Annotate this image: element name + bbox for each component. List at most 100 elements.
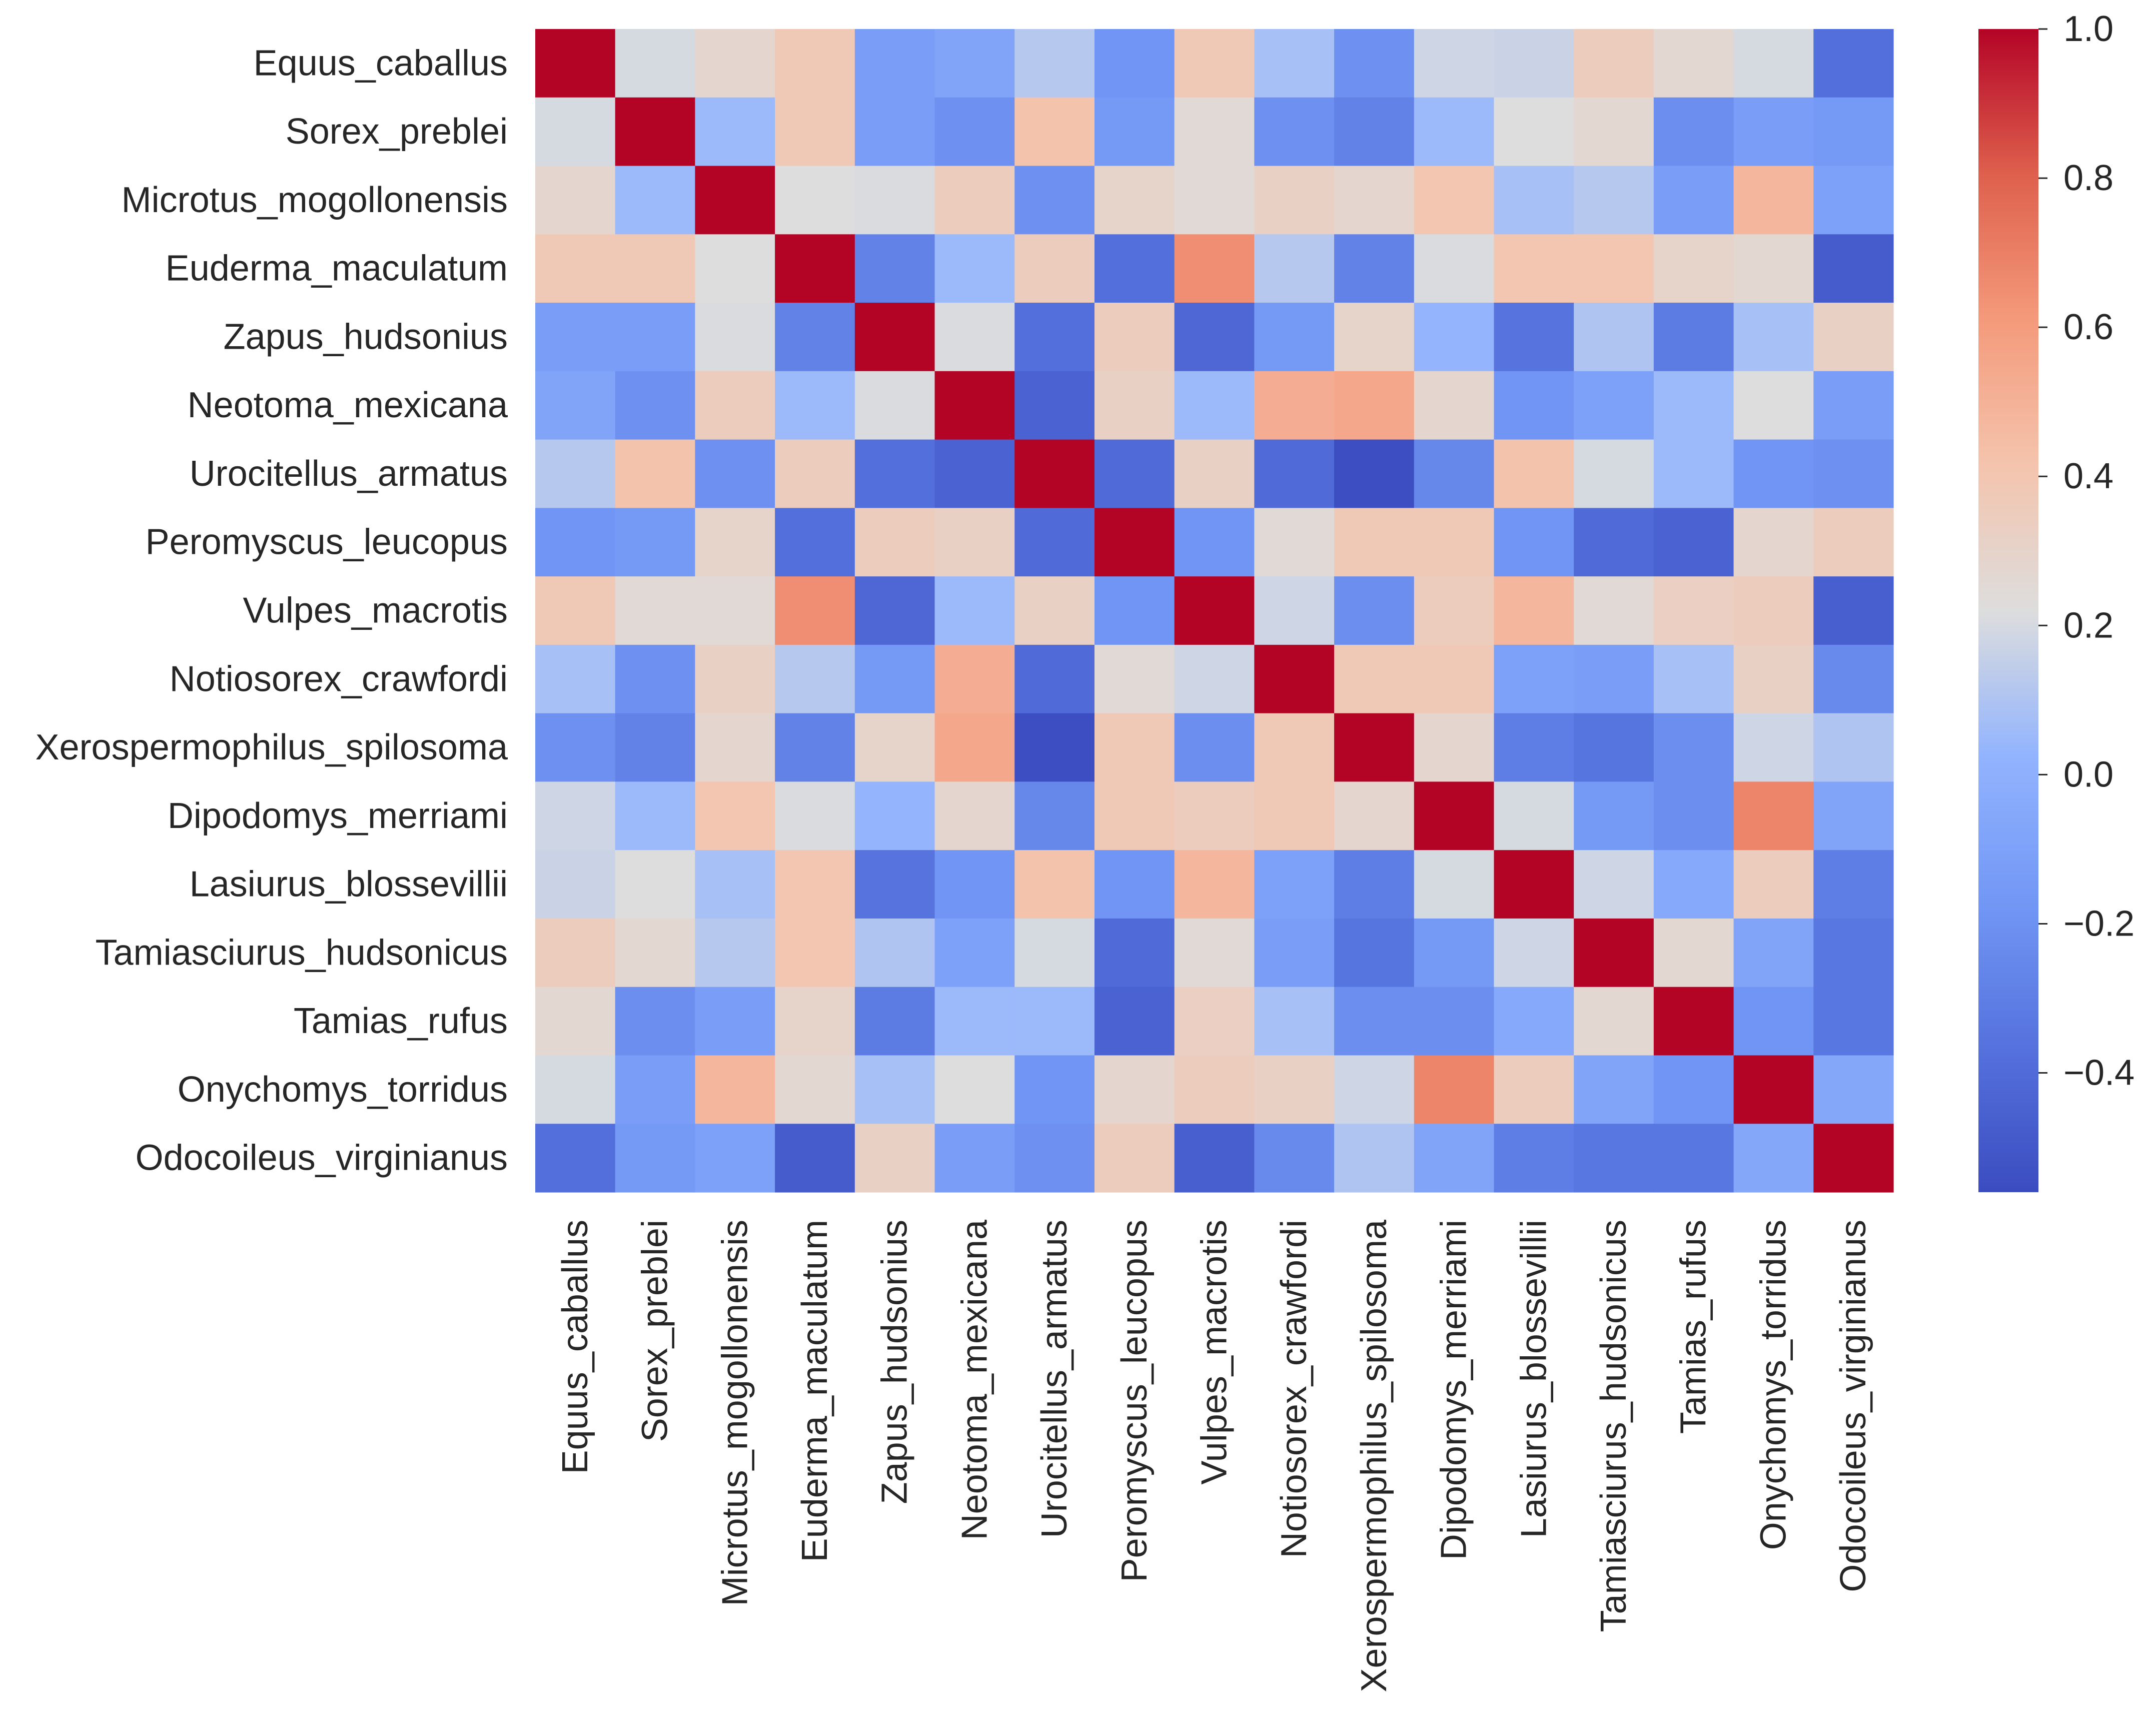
heatmap-cell-Dipodomys_merriami-Vulpes_macrotis xyxy=(1174,781,1255,850)
y-tick-label: Zapus_hudsonius xyxy=(224,317,508,357)
heatmap-cell-Microtus_mogollonensis-Xerospermophilus_spilosoma xyxy=(1334,166,1415,235)
heatmap-cell-Lasiurus_blossevillii-Dipodomys_merriami xyxy=(1414,850,1495,919)
heatmap-cell-Urocitellus_armatus-Tamiasciurus_hudsonicus xyxy=(1574,439,1654,508)
heatmap-cell-Xerospermophilus_spilosoma-Lasiurus_blossevillii xyxy=(1494,713,1574,782)
heatmap-cell-Zapus_hudsonius-Xerospermophilus_spilosoma xyxy=(1334,303,1415,372)
heatmap-cell-Neotoma_mexicana-Equus_caballus xyxy=(535,371,616,440)
heatmap-cell-Microtus_mogollonensis-Tamias_rufus xyxy=(1653,166,1734,235)
heatmap-cell-Urocitellus_armatus-Equus_caballus xyxy=(535,439,616,508)
colorbar-tick-label: −0.4 xyxy=(2063,1053,2134,1093)
heatmap-cell-Equus_caballus-Tamias_rufus xyxy=(1653,29,1734,98)
heatmap-cell-Tamiasciurus_hudsonicus-Xerospermophilus_spilosoma xyxy=(1334,918,1415,988)
heatmap-cell-Equus_caballus-Dipodomys_merriami xyxy=(1414,29,1495,98)
heatmap-cell-Odocoileus_virginianus-Odocoileus_virginianus xyxy=(1813,1124,1894,1193)
heatmap-cell-Notiosorex_crawfordi-Peromyscus_leucopus xyxy=(1094,644,1175,714)
colorbar-tick-label: 0.2 xyxy=(2063,605,2113,645)
heatmap-cell-Equus_caballus-Urocitellus_armatus xyxy=(1014,29,1095,98)
x-tick-label: Onychomys_torridus xyxy=(1753,1220,1793,1550)
heatmap-cell-Sorex_preblei-Urocitellus_armatus xyxy=(1014,97,1095,167)
heatmap-cell-Dipodomys_merriami-Onychomys_torridus xyxy=(1733,781,1814,850)
heatmap-cell-Sorex_preblei-Odocoileus_virginianus xyxy=(1813,97,1894,167)
heatmap-cell-Neotoma_mexicana-Euderma_maculatum xyxy=(775,371,855,440)
heatmap-cells xyxy=(535,29,1894,1193)
heatmap-cell-Urocitellus_armatus-Microtus_mogollonensis xyxy=(695,439,775,508)
heatmap-cell-Tamias_rufus-Dipodomys_merriami xyxy=(1414,987,1495,1056)
heatmap-cell-Odocoileus_virginianus-Tamiasciurus_hudsonicus xyxy=(1574,1124,1654,1193)
heatmap-cell-Tamiasciurus_hudsonicus-Dipodomys_merriami xyxy=(1414,918,1495,988)
heatmap-cell-Dipodomys_merriami-Tamiasciurus_hudsonicus xyxy=(1574,781,1654,850)
heatmap-cell-Tamias_rufus-Tamias_rufus xyxy=(1653,987,1734,1056)
heatmap-cell-Equus_caballus-Equus_caballus xyxy=(535,29,616,98)
heatmap-cell-Equus_caballus-Notiosorex_crawfordi xyxy=(1254,29,1335,98)
heatmap-cell-Xerospermophilus_spilosoma-Euderma_maculatum xyxy=(775,713,855,782)
heatmap-cell-Notiosorex_crawfordi-Onychomys_torridus xyxy=(1733,644,1814,714)
x-tick-label: Dipodomys_merriami xyxy=(1434,1220,1474,1560)
y-tick-label: Onychomys_torridus xyxy=(178,1070,508,1110)
heatmap-cell-Microtus_mogollonensis-Urocitellus_armatus xyxy=(1014,166,1095,235)
heatmap-cell-Notiosorex_crawfordi-Odocoileus_virginianus xyxy=(1813,644,1894,714)
heatmap-cell-Xerospermophilus_spilosoma-Onychomys_torridus xyxy=(1733,713,1814,782)
heatmap-cell-Peromyscus_leucopus-Euderma_maculatum xyxy=(775,508,855,577)
heatmap-cell-Zapus_hudsonius-Urocitellus_armatus xyxy=(1014,303,1095,372)
heatmap-cell-Urocitellus_armatus-Urocitellus_armatus xyxy=(1014,439,1095,508)
heatmap-cell-Vulpes_macrotis-Microtus_mogollonensis xyxy=(695,576,775,645)
heatmap-cell-Peromyscus_leucopus-Notiosorex_crawfordi xyxy=(1254,508,1335,577)
heatmap-cell-Euderma_maculatum-Tamias_rufus xyxy=(1653,234,1734,303)
heatmap-cell-Lasiurus_blossevillii-Microtus_mogollonensis xyxy=(695,850,775,919)
heatmap-cell-Odocoileus_virginianus-Euderma_maculatum xyxy=(775,1124,855,1193)
heatmap-cell-Dipodomys_merriami-Equus_caballus xyxy=(535,781,616,850)
heatmap-cell-Odocoileus_virginianus-Sorex_preblei xyxy=(615,1124,696,1193)
heatmap-cell-Tamiasciurus_hudsonicus-Zapus_hudsonius xyxy=(854,918,935,988)
y-tick-label: Lasiurus_blossevillii xyxy=(190,864,508,905)
heatmap-cell-Euderma_maculatum-Tamiasciurus_hudsonicus xyxy=(1574,234,1654,303)
heatmap-cell-Neotoma_mexicana-Xerospermophilus_spilosoma xyxy=(1334,371,1415,440)
x-tick-label: Xerospermophilus_spilosoma xyxy=(1354,1219,1394,1692)
heatmap-cell-Tamiasciurus_hudsonicus-Equus_caballus xyxy=(535,918,616,988)
heatmap-cell-Neotoma_mexicana-Microtus_mogollonensis xyxy=(695,371,775,440)
y-tick-label: Microtus_mogollonensis xyxy=(122,180,508,220)
heatmap-cell-Tamiasciurus_hudsonicus-Vulpes_macrotis xyxy=(1174,918,1255,988)
heatmap-cell-Sorex_preblei-Microtus_mogollonensis xyxy=(695,97,775,167)
heatmap-cell-Notiosorex_crawfordi-Neotoma_mexicana xyxy=(934,644,1015,714)
heatmap-cell-Sorex_preblei-Onychomys_torridus xyxy=(1733,97,1814,167)
heatmap-cell-Tamiasciurus_hudsonicus-Urocitellus_armatus xyxy=(1014,918,1095,988)
colorbar-gradient xyxy=(1978,29,2038,1192)
heatmap-cell-Onychomys_torridus-Sorex_preblei xyxy=(615,1055,696,1124)
heatmap-cell-Zapus_hudsonius-Peromyscus_leucopus xyxy=(1094,303,1175,372)
heatmap-cell-Dipodomys_merriami-Odocoileus_virginianus xyxy=(1813,781,1894,850)
y-tick-label: Tamias_rufus xyxy=(294,1001,508,1041)
heatmap-cell-Tamias_rufus-Equus_caballus xyxy=(535,987,616,1056)
heatmap-cell-Sorex_preblei-Dipodomys_merriami xyxy=(1414,97,1495,167)
heatmap-cell-Euderma_maculatum-Lasiurus_blossevillii xyxy=(1494,234,1574,303)
heatmap-cell-Urocitellus_armatus-Onychomys_torridus xyxy=(1733,439,1814,508)
heatmap-cell-Microtus_mogollonensis-Sorex_preblei xyxy=(615,166,696,235)
heatmap-cell-Urocitellus_armatus-Notiosorex_crawfordi xyxy=(1254,439,1335,508)
heatmap-cell-Xerospermophilus_spilosoma-Urocitellus_armatus xyxy=(1014,713,1095,782)
heatmap-cell-Zapus_hudsonius-Zapus_hudsonius xyxy=(854,303,935,372)
heatmap-cell-Neotoma_mexicana-Urocitellus_armatus xyxy=(1014,371,1095,440)
y-tick-label: Peromyscus_leucopus xyxy=(146,522,508,562)
heatmap-cell-Microtus_mogollonensis-Microtus_mogollonensis xyxy=(695,166,775,235)
heatmap-cell-Tamias_rufus-Vulpes_macrotis xyxy=(1174,987,1255,1056)
heatmap-cell-Vulpes_macrotis-Onychomys_torridus xyxy=(1733,576,1814,645)
heatmap-cell-Sorex_preblei-Tamiasciurus_hudsonicus xyxy=(1574,97,1654,167)
x-axis-labels: Equus_caballus Sorex_preblei Microtus_mogo… xyxy=(555,1219,1873,1692)
colorbar-tick-label: 0.6 xyxy=(2063,307,2113,347)
heatmap-cell-Euderma_maculatum-Sorex_preblei xyxy=(615,234,696,303)
heatmap-cell-Sorex_preblei-Tamias_rufus xyxy=(1653,97,1734,167)
heatmap-cell-Notiosorex_crawfordi-Dipodomys_merriami xyxy=(1414,644,1495,714)
heatmap-cell-Sorex_preblei-Notiosorex_crawfordi xyxy=(1254,97,1335,167)
x-tick-label: Tamias_rufus xyxy=(1674,1220,1714,1434)
heatmap-cell-Tamias_rufus-Onychomys_torridus xyxy=(1733,987,1814,1056)
heatmap-cell-Xerospermophilus_spilosoma-Tamias_rufus xyxy=(1653,713,1734,782)
y-tick-label: Vulpes_macrotis xyxy=(243,591,508,631)
heatmap-cell-Lasiurus_blossevillii-Peromyscus_leucopus xyxy=(1094,850,1175,919)
heatmap-cell-Sorex_preblei-Peromyscus_leucopus xyxy=(1094,97,1175,167)
heatmap-cell-Sorex_preblei-Sorex_preblei xyxy=(615,97,696,167)
heatmap-cell-Onychomys_torridus-Vulpes_macrotis xyxy=(1174,1055,1255,1124)
heatmap-cell-Neotoma_mexicana-Lasiurus_blossevillii xyxy=(1494,371,1574,440)
heatmap-cell-Microtus_mogollonensis-Vulpes_macrotis xyxy=(1174,166,1255,235)
heatmap-cell-Xerospermophilus_spilosoma-Tamiasciurus_hudsonicus xyxy=(1574,713,1654,782)
heatmap-cell-Euderma_maculatum-Zapus_hudsonius xyxy=(854,234,935,303)
heatmap-cell-Peromyscus_leucopus-Tamias_rufus xyxy=(1653,508,1734,577)
